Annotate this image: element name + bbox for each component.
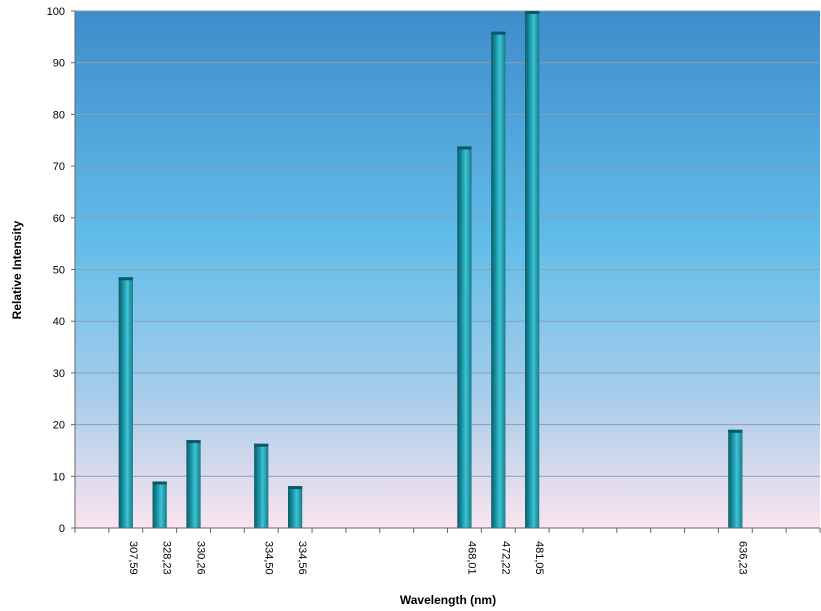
x-axis-title: Wavelength (nm): [400, 593, 496, 607]
x-tick-label: 334,50: [262, 541, 274, 575]
bar-top-cap: [491, 32, 505, 35]
bar-top-cap: [119, 277, 133, 280]
bar: [457, 146, 471, 528]
bar-top-cap: [153, 481, 167, 484]
bar: [186, 440, 200, 528]
bar-top-cap: [186, 440, 200, 443]
x-tick-label: 328,23: [161, 541, 173, 575]
y-tick-label: 80: [53, 109, 65, 121]
y-tick-label: 0: [59, 523, 65, 535]
x-tick-label: 330,26: [195, 541, 207, 575]
y-axis-title: Relative Intensity: [10, 220, 24, 319]
y-tick-label: 100: [47, 6, 65, 18]
y-tick-label: 90: [53, 58, 65, 70]
y-tick-label: 70: [53, 161, 65, 173]
bar-top-cap: [288, 486, 302, 489]
bar: [288, 486, 302, 528]
y-tick-label: 50: [53, 265, 65, 277]
y-tick-label: 60: [53, 213, 65, 225]
bar: [728, 430, 742, 528]
x-tick-label: 334,56: [296, 541, 308, 575]
bar-top-cap: [254, 444, 268, 447]
x-tick-label: 468,01: [465, 541, 477, 575]
bar-top-cap: [728, 430, 742, 433]
bar: [153, 481, 167, 528]
y-tick-label: 10: [53, 471, 65, 483]
x-tick-label: 472,22: [499, 541, 511, 575]
bar-top-cap: [457, 146, 471, 149]
bar: [119, 277, 133, 528]
bar: [525, 11, 539, 528]
bar: [491, 32, 505, 528]
bar: [254, 444, 268, 528]
x-tick-label: 481,05: [533, 541, 545, 575]
y-tick-label: 30: [53, 368, 65, 380]
y-tick-label: 40: [53, 316, 65, 328]
x-tick-label: 307,59: [127, 541, 139, 575]
x-tick-label: 636,23: [736, 541, 748, 575]
bar-top-cap: [525, 11, 539, 14]
y-tick-label: 20: [53, 420, 65, 432]
